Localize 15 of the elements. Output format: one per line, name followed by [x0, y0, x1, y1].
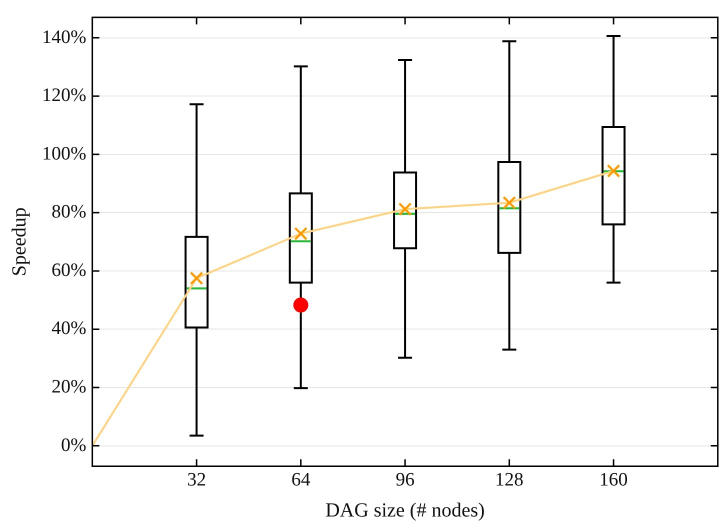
- x-tick-label: 128: [495, 470, 524, 491]
- y-tick-label: 140%: [42, 26, 86, 48]
- y-tick-label: 80%: [52, 202, 86, 223]
- y-tick-label: 40%: [52, 318, 86, 340]
- x-tick-label: 96: [396, 470, 415, 491]
- y-tick-label: 120%: [42, 85, 86, 106]
- x-tick-label: 64: [291, 470, 311, 491]
- y-tick-label: 60%: [52, 260, 86, 281]
- x-tick-label: 32: [187, 470, 206, 491]
- y-tick-label: 20%: [52, 376, 86, 398]
- y-axis-title: Speedup: [8, 207, 30, 276]
- y-tick-label: 100%: [42, 143, 86, 164]
- x-axis-title: DAG size (# nodes): [325, 499, 485, 522]
- y-tick-label: 0%: [61, 434, 86, 456]
- x-tick-label: 160: [599, 470, 628, 491]
